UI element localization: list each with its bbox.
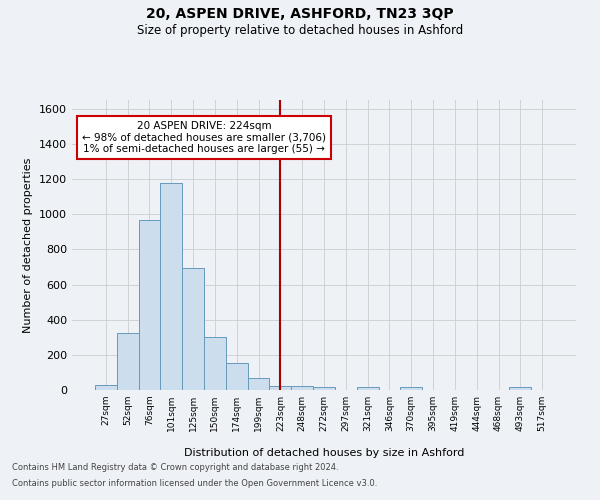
- Text: 20 ASPEN DRIVE: 224sqm
← 98% of detached houses are smaller (3,706)
1% of semi-d: 20 ASPEN DRIVE: 224sqm ← 98% of detached…: [82, 121, 326, 154]
- Bar: [182, 268, 204, 390]
- Text: Distribution of detached houses by size in Ashford: Distribution of detached houses by size …: [184, 448, 464, 458]
- Bar: [117, 333, 139, 390]
- Bar: [248, 378, 269, 390]
- Text: 20, ASPEN DRIVE, ASHFORD, TN23 3QP: 20, ASPEN DRIVE, ASHFORD, TN23 3QP: [146, 8, 454, 22]
- Bar: [400, 388, 422, 390]
- Bar: [357, 388, 379, 390]
- Bar: [291, 386, 313, 390]
- Bar: [139, 220, 160, 390]
- Text: Size of property relative to detached houses in Ashford: Size of property relative to detached ho…: [137, 24, 463, 37]
- Bar: [226, 363, 248, 390]
- Bar: [160, 184, 182, 390]
- Bar: [313, 388, 335, 390]
- Bar: [269, 386, 291, 390]
- Text: Contains HM Land Registry data © Crown copyright and database right 2024.: Contains HM Land Registry data © Crown c…: [12, 464, 338, 472]
- Bar: [95, 384, 117, 390]
- Bar: [204, 338, 226, 390]
- Y-axis label: Number of detached properties: Number of detached properties: [23, 158, 34, 332]
- Bar: [509, 388, 531, 390]
- Text: Contains public sector information licensed under the Open Government Licence v3: Contains public sector information licen…: [12, 478, 377, 488]
